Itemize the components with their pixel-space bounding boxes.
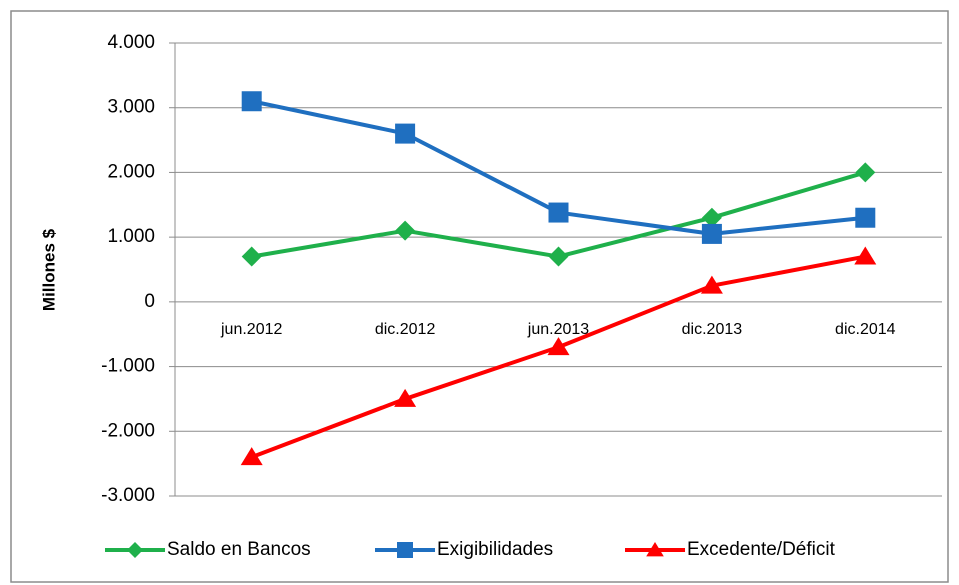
y-tick-label: -3.000 — [101, 485, 155, 506]
y-tick-label: 2.000 — [107, 161, 155, 182]
marker — [397, 542, 413, 558]
y-tick-label: -1.000 — [101, 356, 155, 377]
legend-label: Excedente/Déficit — [687, 539, 836, 560]
y-tick-label: -2.000 — [101, 420, 155, 441]
legend-label: Saldo en Bancos — [167, 539, 311, 560]
marker — [240, 447, 263, 466]
marker — [855, 162, 876, 183]
y-axis-label: Millones $ — [39, 228, 58, 311]
marker — [395, 220, 416, 241]
y-tick-label: 4.000 — [107, 32, 155, 53]
y-tick-label: 1.000 — [107, 226, 155, 247]
marker — [127, 542, 143, 558]
marker — [701, 223, 722, 244]
x-tick-label: jun.2013 — [527, 321, 589, 338]
marker — [241, 246, 262, 267]
marker — [394, 388, 417, 407]
marker — [700, 275, 723, 294]
legend-label: Exigibilidades — [437, 539, 553, 560]
x-tick-label: dic.2012 — [375, 321, 436, 338]
x-tick-label: dic.2014 — [835, 321, 896, 338]
chart-frame — [10, 10, 949, 583]
y-tick-label: 3.000 — [107, 97, 155, 118]
marker — [855, 207, 876, 228]
marker — [854, 246, 877, 265]
x-tick-label: jun.2012 — [220, 321, 282, 338]
marker — [548, 202, 569, 223]
marker — [701, 207, 722, 228]
marker — [241, 91, 262, 112]
marker — [395, 123, 416, 144]
marker — [646, 542, 664, 557]
y-tick-label: 0 — [144, 291, 155, 312]
x-tick-label: dic.2013 — [682, 321, 743, 338]
marker — [548, 246, 569, 267]
marker — [547, 337, 570, 356]
